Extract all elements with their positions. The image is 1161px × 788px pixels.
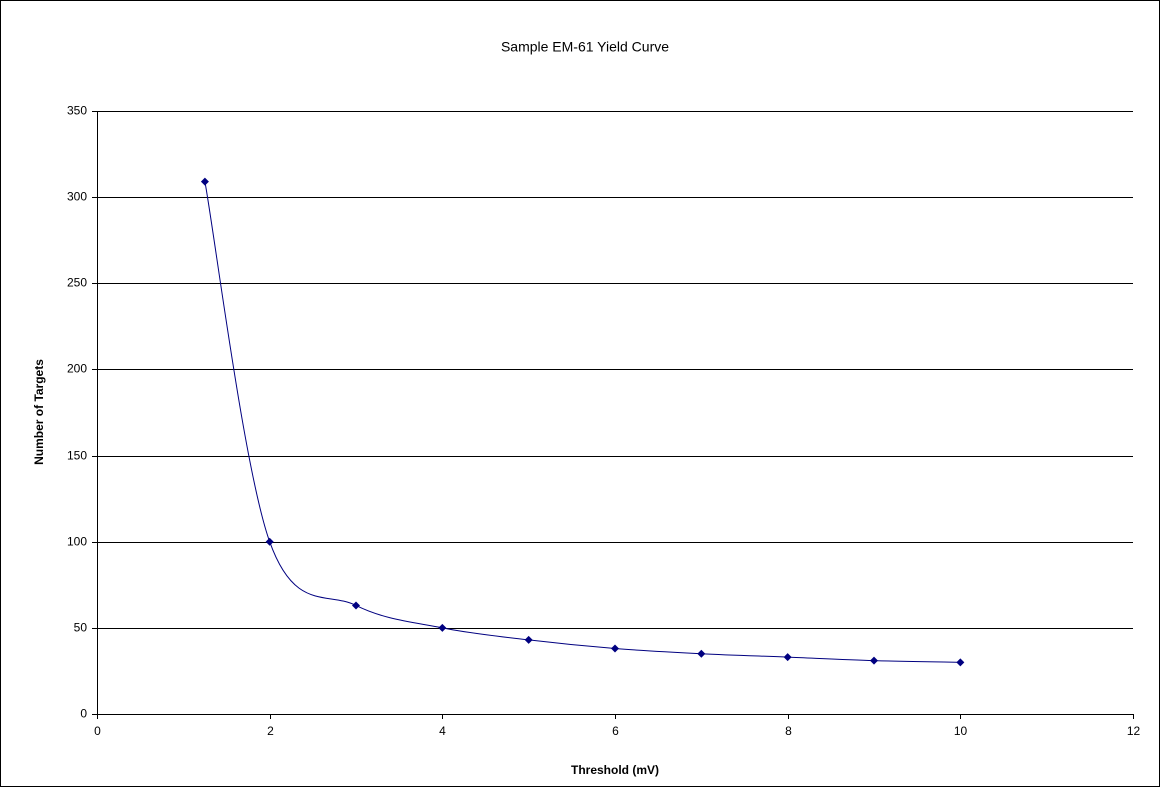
y-tick-label: 100 (67, 535, 87, 549)
data-point (524, 635, 533, 644)
x-tick-label: 4 (439, 724, 446, 738)
x-tick-label: 6 (612, 724, 619, 738)
chart-title: Sample EM-61 Yield Curve (501, 39, 669, 55)
y-tick-label: 0 (80, 707, 87, 721)
data-point (611, 644, 619, 653)
y-tick-label: 350 (67, 104, 87, 118)
y-tick-label: 200 (67, 362, 87, 376)
y-tick-label: 150 (67, 449, 87, 463)
data-point (697, 649, 706, 658)
y-axis-label: Number of Targets (32, 359, 46, 465)
data-point (438, 623, 447, 632)
data-point (265, 537, 274, 546)
x-tick-label: 0 (94, 724, 101, 738)
x-tick-label: 2 (267, 724, 274, 738)
data-point (783, 653, 792, 662)
x-tick-label: 12 (1127, 724, 1141, 738)
x-tick-label: 8 (785, 724, 792, 738)
y-tick-label: 50 (74, 621, 88, 635)
data-point (870, 656, 878, 665)
data-point (200, 177, 209, 186)
x-tick-label: 10 (954, 724, 968, 738)
y-tick-label: 250 (67, 276, 87, 290)
data-point (956, 658, 965, 667)
x-axis-label: Threshold (mV) (571, 763, 659, 777)
data-point (352, 601, 360, 610)
y-tick-label: 300 (67, 190, 87, 204)
